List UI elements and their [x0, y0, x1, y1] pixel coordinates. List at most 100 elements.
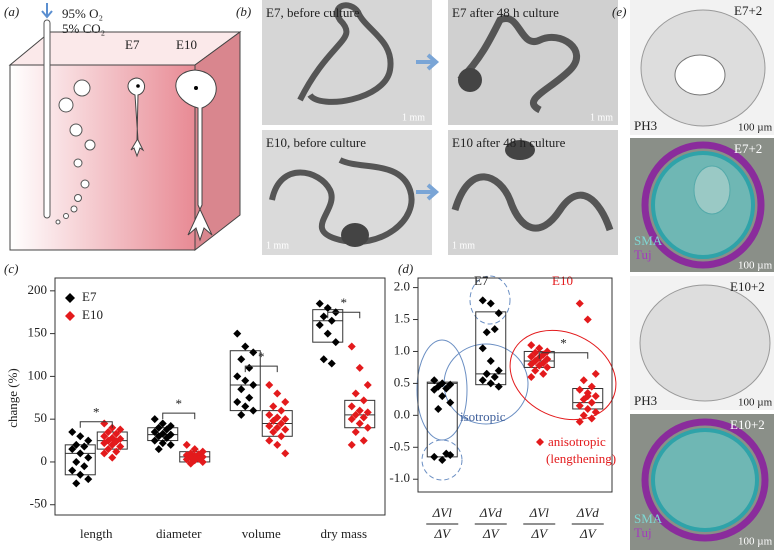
data-point — [355, 419, 364, 428]
data-point — [486, 299, 495, 308]
panel-a: (a) 95% O₂ 5% CO₂ E7 E10 — [4, 3, 242, 252]
data-point — [72, 457, 81, 466]
e10-embryo — [175, 69, 217, 242]
data-point — [273, 389, 282, 398]
data-point — [494, 382, 503, 391]
data-point — [154, 423, 163, 432]
data-point — [80, 442, 89, 451]
scale-label: 100 µm — [738, 122, 773, 134]
photo — [448, 0, 618, 125]
data-point — [319, 312, 328, 321]
scale-label: 1 mm — [590, 112, 613, 123]
d-annotations: E7 E10 isotropic anisotropic (lengthenin… — [416, 273, 617, 481]
panel-label: (b) — [236, 4, 251, 19]
data-point — [273, 440, 282, 449]
y-axis-label: change (%) — [5, 368, 20, 428]
data-point — [347, 440, 356, 449]
data-point — [182, 440, 191, 449]
data-point — [327, 316, 336, 325]
scale-label: 1 mm — [452, 240, 475, 251]
data-point — [527, 360, 536, 369]
data-point — [186, 459, 195, 468]
data-point — [434, 404, 443, 413]
group-label: E7 — [474, 273, 489, 288]
panel-label: (e) — [612, 4, 626, 19]
data-point — [587, 382, 596, 391]
stain-label: Tuj — [634, 247, 652, 262]
significance-label: * — [176, 396, 183, 411]
data-point — [331, 338, 340, 347]
data-point — [265, 422, 274, 431]
data-point — [190, 445, 199, 454]
note: (lengthening) — [546, 451, 616, 466]
stain-label: SMA — [634, 233, 663, 248]
x-tick-label: dry mass — [320, 526, 367, 541]
data-point — [583, 315, 592, 324]
data-point — [104, 445, 113, 454]
data-point — [116, 425, 125, 434]
scale-label: 100 µm — [738, 536, 773, 548]
data-point — [315, 299, 324, 308]
data-point — [233, 372, 242, 381]
data-point — [319, 355, 328, 364]
significance-bracket — [79, 421, 113, 428]
stain-label: PH3 — [634, 393, 657, 408]
data-point — [277, 432, 286, 441]
data-point — [241, 376, 250, 385]
data-point — [543, 363, 552, 372]
data-point — [76, 449, 85, 458]
stage-label: E10 — [176, 37, 197, 52]
x-tick-label: diameter — [156, 526, 202, 541]
legend-label: E10 — [82, 307, 103, 322]
box — [229, 350, 261, 412]
data-point — [446, 450, 455, 459]
data-point — [539, 369, 548, 378]
data-point — [575, 401, 584, 410]
data-point — [104, 428, 113, 437]
panel-label: (c) — [4, 261, 18, 276]
x-tick-label: volume — [242, 526, 281, 541]
y-tick-label: 150 — [28, 325, 48, 340]
stage-label: E10+2 — [730, 417, 765, 432]
x-tick-label: ΔV — [579, 526, 598, 541]
data-point — [150, 428, 159, 437]
y-tick-label: 100 — [28, 367, 48, 382]
significance-bracket — [244, 365, 278, 373]
arrows — [416, 53, 440, 201]
data-point — [100, 439, 109, 448]
y-tick-label: -50 — [30, 496, 47, 511]
caption: E7 after 48 h culture — [452, 5, 559, 20]
scale-label: 1 mm — [266, 240, 289, 251]
tube — [43, 19, 51, 219]
y-tick-label: 0 — [41, 453, 48, 468]
data-point — [579, 376, 588, 385]
caption: E7, before culture — [266, 5, 360, 20]
data-point — [591, 408, 600, 417]
data-point — [430, 385, 439, 394]
y-tick-label: 0.0 — [394, 406, 410, 421]
x-tick-label: length — [80, 526, 113, 541]
scale-label: 100 µm — [738, 397, 773, 409]
data-point — [265, 380, 274, 389]
y-tick-label: 1.0 — [394, 342, 410, 357]
data-point — [112, 447, 121, 456]
data-point — [158, 439, 167, 448]
data-point — [237, 355, 246, 364]
y-tick-label: 0.5 — [394, 374, 410, 389]
significance-bracket — [162, 412, 196, 420]
data-point — [490, 325, 499, 334]
data-point — [162, 433, 171, 442]
data-point — [446, 398, 455, 407]
panel-label: (a) — [4, 4, 19, 19]
x-tick-label: ΔVl — [432, 505, 453, 520]
x-tick-label: ΔV — [433, 526, 452, 541]
data-point — [359, 413, 368, 422]
data-point — [482, 369, 491, 378]
data-point — [351, 410, 360, 419]
group-label: E10 — [552, 273, 573, 288]
data-point — [359, 436, 368, 445]
bubbles — [55, 79, 96, 225]
data-point — [587, 414, 596, 423]
data-point — [277, 419, 286, 428]
dot — [136, 84, 140, 88]
